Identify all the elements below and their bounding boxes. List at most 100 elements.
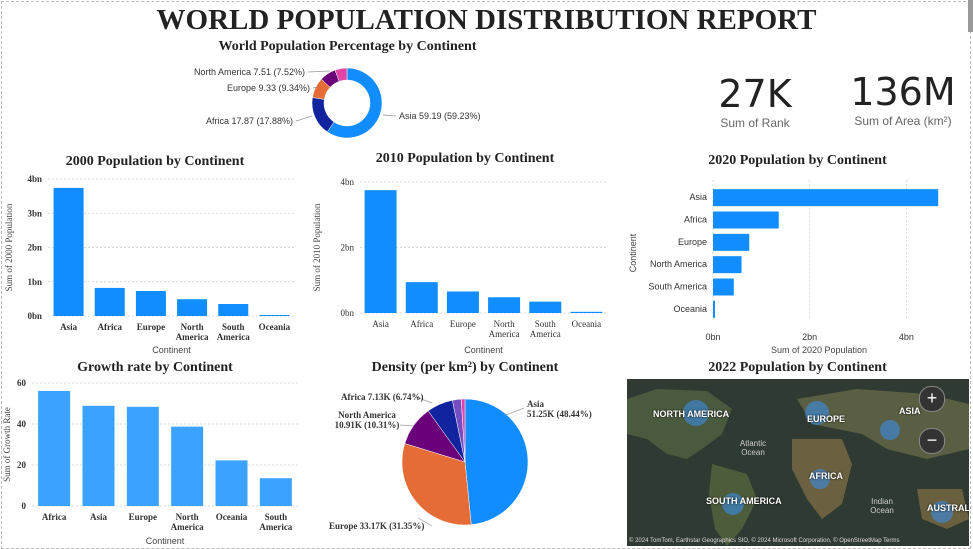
kpi-value: 136M — [850, 70, 956, 114]
bar-chart-2010[interactable]: 0bn 2bn 4bn Asia Africa Europe North America Sou… — [310, 170, 620, 360]
donut-data-label: North America 7.51 (7.52%) — [194, 67, 305, 77]
leader-line — [307, 70, 331, 73]
map-label-north-america: NORTH AMERICA — [653, 409, 730, 419]
pie-chart-density[interactable]: Asia 51.25K (48.44%) Europe 33.17K (31.35%… — [320, 378, 620, 548]
x-tick-label: 2bn — [802, 332, 817, 342]
bar-europe[interactable] — [135, 290, 166, 316]
bar-oceania[interactable] — [570, 311, 603, 313]
donut-data-label: Europe 9.33 (9.34%) — [227, 83, 310, 93]
x-axis-title: Continent — [146, 536, 185, 546]
bar-africa[interactable] — [405, 282, 438, 313]
bubble-africa[interactable] — [810, 469, 830, 489]
leader-line — [399, 424, 415, 427]
scrollbar[interactable] — [968, 0, 973, 32]
zoom-in-button[interactable]: + — [919, 386, 945, 412]
x-tick-label: North America — [176, 322, 209, 342]
bar-south-america[interactable] — [259, 478, 292, 506]
x-tick-label: Oceania — [216, 512, 248, 522]
bar-chart-growth[interactable]: 0 20 40 60 Africa Asia Europe North America Ocean… — [0, 378, 310, 548]
bar-oceania[interactable] — [713, 300, 715, 318]
bar-north-america[interactable] — [713, 256, 742, 274]
bar-south-america[interactable] — [218, 304, 249, 316]
x-tick-label: Asia — [372, 319, 389, 329]
x-tick-label: South America — [217, 322, 250, 342]
donut-slice-asia[interactable] — [326, 67, 383, 139]
bar-chart-2020[interactable]: 0bn 2bn 4bn Asia Africa Europe North America So… — [625, 172, 970, 362]
x-tick-label: Oceania — [259, 322, 291, 332]
donut-slice-africa[interactable] — [311, 97, 335, 133]
map-label-australia: AUSTRALIA — [927, 503, 969, 513]
y-axis-title: Sum of 2010 Population — [312, 203, 322, 291]
kpi-label: Sum of Rank — [720, 116, 790, 130]
bar-asia[interactable] — [82, 405, 115, 506]
leader-line — [312, 86, 318, 89]
bar-oceania[interactable] — [215, 460, 248, 506]
y-tick-label: Asia — [689, 192, 707, 202]
donut-slice-other[interactable] — [334, 67, 348, 82]
donut-chart[interactable]: Asia 59.19 (59.23%) Africa 17.87 (17.88%)… — [180, 55, 520, 150]
y-tick-label: 2bn — [27, 243, 42, 253]
zoom-out-button[interactable]: − — [919, 428, 945, 454]
x-tick-label: Europe — [137, 322, 165, 332]
bar-europe[interactable] — [446, 291, 479, 313]
bar-south-america[interactable] — [713, 278, 734, 296]
kpi-label: Sum of Area (km²) — [854, 114, 952, 128]
y-tick-label: 0bn — [27, 311, 42, 321]
bar-africa[interactable] — [94, 287, 125, 316]
y-tick-label: 4bn — [341, 177, 355, 187]
bubble-europe[interactable] — [805, 401, 829, 425]
bar-europe[interactable] — [126, 406, 159, 506]
y-tick-label: 4bn — [27, 174, 42, 184]
population-map[interactable]: NORTH AMERICA EUROPE ASIA AFRICA SOUTH A… — [627, 379, 969, 546]
bar-chart-2000[interactable]: 0bn 1bn 2bn 3bn 4bn Asia Africa Europe North Amer… — [0, 170, 310, 360]
x-tick-label: Africa — [98, 322, 123, 332]
x-axis-title: Continent — [152, 345, 191, 355]
bar-asia[interactable] — [713, 189, 939, 207]
bubble-asia[interactable] — [880, 420, 900, 440]
pie-slice-asia[interactable] — [464, 398, 529, 525]
y-tick-label: 3bn — [27, 208, 42, 218]
x-tick-label: Africa — [42, 512, 67, 522]
bar-europe[interactable] — [713, 233, 750, 251]
y-tick-label: 2bn — [341, 243, 355, 253]
y-tick-label: 20 — [17, 460, 27, 470]
report-title: WORLD POPULATION DISTRIBUTION REPORT — [156, 4, 817, 36]
bar-africa[interactable] — [713, 211, 779, 229]
pie-data-label: Asia 51.25K (48.44%) — [527, 399, 592, 419]
bar-south-america[interactable] — [529, 301, 562, 313]
bubble-north-america[interactable] — [683, 400, 709, 426]
bar-north-america[interactable] — [177, 299, 208, 316]
bubble-australia[interactable] — [931, 501, 953, 523]
bar-africa[interactable] — [38, 390, 71, 506]
kpi-value: 27K — [718, 72, 792, 116]
x-tick-label: South America — [530, 319, 561, 339]
bar-north-america[interactable] — [488, 297, 521, 313]
y-tick-label: North America — [650, 259, 707, 269]
x-tick-label: South America — [259, 512, 292, 532]
pie-data-label: Europe 33.17K (31.35%) — [329, 521, 424, 531]
pie-slice-europe[interactable] — [401, 443, 472, 526]
y-tick-label: South America — [648, 282, 707, 292]
bar-oceania[interactable] — [259, 314, 290, 316]
pie-slice-other[interactable] — [460, 398, 466, 463]
y-axis-title: Continent — [628, 233, 638, 272]
pie-data-label: North America 10.91K (10.31%) — [335, 410, 400, 430]
bubble-south-america[interactable] — [722, 493, 744, 515]
leader-line — [415, 396, 433, 404]
y-tick-label: 0 — [22, 501, 27, 511]
bar-north-america[interactable] — [171, 426, 204, 506]
kpi-card-area[interactable]: 136M Sum of Area (km²) — [843, 70, 963, 128]
map-label-asia: ASIA — [899, 406, 921, 416]
map-title: 2022 Population by Continent — [708, 360, 887, 375]
density-title: Density (per km²) by Continent — [371, 360, 559, 375]
x-tick-label: Europe — [129, 512, 157, 522]
x-axis-title: Continent — [464, 345, 503, 355]
bar-asia[interactable] — [53, 187, 84, 316]
y-axis-title: Sum of 2000 Population — [4, 203, 14, 291]
pie-data-label: Africa 7.13K (6.74%) — [341, 392, 423, 402]
bar-asia[interactable] — [364, 190, 397, 313]
leader-line — [505, 407, 525, 416]
kpi-card-rank[interactable]: 27K Sum of Rank — [700, 72, 810, 130]
bar2010-title: 2010 Population by Continent — [375, 151, 555, 166]
x-tick-label: Europe — [450, 319, 476, 329]
